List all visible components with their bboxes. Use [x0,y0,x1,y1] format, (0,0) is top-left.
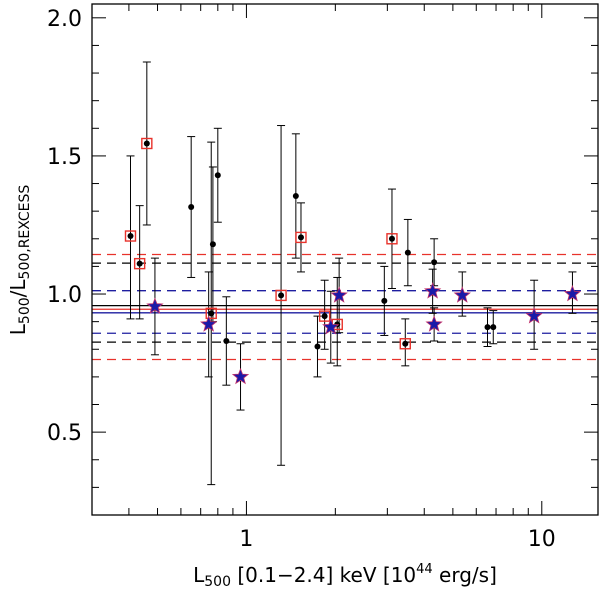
dot-point-9 [292,192,299,199]
dot-point-16 [402,340,409,347]
y-tick-label-1: 1.0 [47,283,82,308]
dot-point-12 [321,313,328,320]
dot-box-1 [133,257,146,270]
dot-point-8 [278,292,285,299]
dot-point-6 [214,172,221,179]
dot-point-11 [314,343,321,350]
y-tick-label-3: 2.0 [47,7,82,32]
dot-box-10 [295,231,307,244]
dot-point-14 [381,297,388,304]
dot-box-4 [205,307,217,320]
dot-point-1 [136,260,143,267]
y-tick-label-2: 1.5 [47,145,82,170]
data-markers [124,137,582,385]
star-point-7 [453,286,471,303]
dot-point-7 [223,337,230,344]
star-point-6 [425,315,443,332]
dot-point-18 [431,259,438,266]
x-axis-label: L500 [0.1−2.4] keV [1044 erg/s] [193,562,497,589]
dot-point-0 [127,233,134,240]
star-point-2 [231,367,250,385]
dot-point-3 [188,204,195,211]
error-bars [126,61,577,486]
axis-ticks: 1 10 0.5 1.0 1.5 2.0 [47,4,598,552]
dot-point-20 [490,324,497,331]
star-point-9 [563,284,582,302]
dot-box-15 [386,233,398,245]
reference-lines [92,253,598,361]
dot-point-5 [209,241,216,248]
y-axis-label: L500/L500,REXCESS [6,185,33,336]
star-point-1 [200,315,218,332]
plot-frame [91,3,599,516]
dot-box-0 [124,230,137,242]
star-point-5 [423,282,442,299]
x-tick-label-0: 1 [239,527,253,552]
y-tick-label-0: 0.5 [47,421,82,446]
star-point-8 [525,306,543,324]
star-point-0 [146,297,164,314]
dot-point-15 [388,235,395,242]
dot-box-8 [275,289,287,302]
star-point-4 [330,286,348,303]
star-point-3 [322,318,340,335]
dot-point-19 [484,324,491,331]
dot-box-16 [399,338,411,350]
x-tick-label-1: 10 [528,527,556,552]
dot-box-12 [318,310,331,322]
dot-point-4 [208,310,215,317]
dot-point-2 [143,140,150,147]
dot-point-17 [404,249,411,256]
dot-box-2 [141,137,153,150]
dot-point-10 [297,234,304,241]
plot-border [91,3,599,516]
